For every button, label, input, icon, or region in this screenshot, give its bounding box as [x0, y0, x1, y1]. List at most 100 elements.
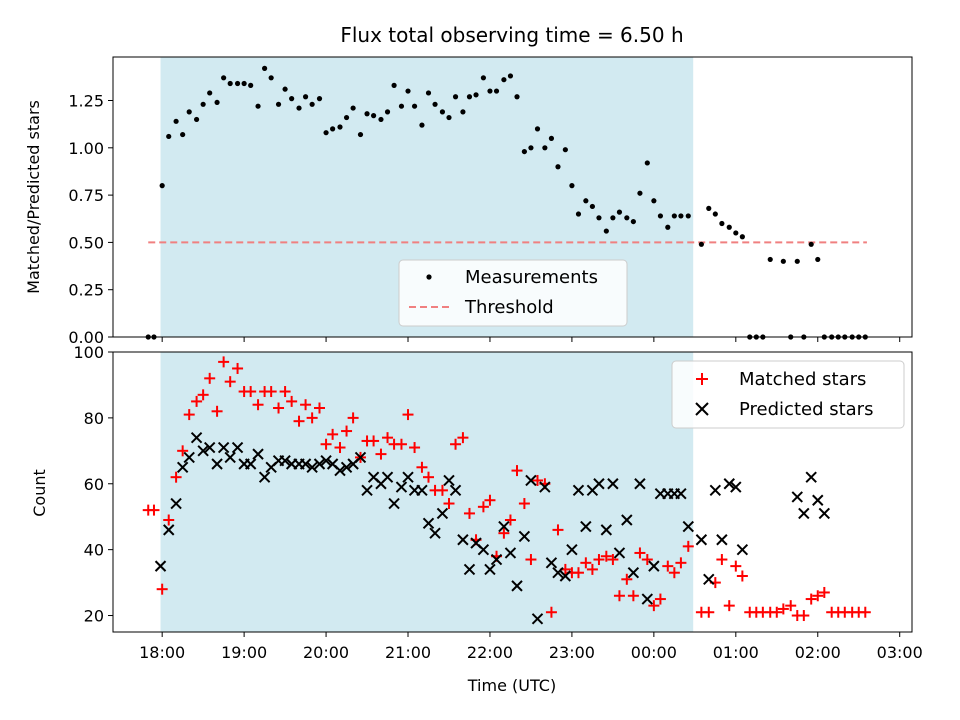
matched-star-point: [183, 409, 195, 421]
predicted-star-point: [429, 527, 441, 539]
measurement-point: [534, 126, 541, 132]
matched-star-point: [375, 448, 387, 460]
measurement-point: [166, 133, 172, 140]
predicted-star-point: [709, 484, 722, 497]
x-tick-label: 03:00: [877, 643, 923, 662]
predicted-star-point: [252, 448, 264, 460]
predicted-star-point: [388, 497, 400, 510]
measurement-point: [501, 77, 507, 83]
matched-star-point: [232, 362, 244, 374]
predicted-star-point: [224, 451, 236, 464]
measurement-point: [630, 218, 636, 225]
measurement-point: [521, 148, 527, 155]
matched-star-point: [648, 600, 660, 612]
predicted-star-point: [695, 534, 708, 546]
measurement-point: [241, 80, 247, 87]
count-y-tick-label: 40: [84, 541, 104, 560]
predicted-star-point: [340, 461, 353, 474]
measurement-point: [248, 82, 254, 88]
measurement-point: [616, 209, 623, 215]
predicted-star-point: [381, 471, 394, 483]
matched-star-point: [457, 432, 469, 444]
matched-star-point: [641, 554, 653, 566]
matched-star-point: [416, 461, 428, 473]
predicted-star-point: [703, 573, 715, 586]
matched-star-point: [586, 563, 598, 575]
measurement-point: [637, 190, 643, 196]
measurement-point: [350, 105, 356, 111]
matched-star-point: [286, 395, 298, 407]
predicted-star-point: [190, 431, 203, 444]
matched-star-point: [293, 415, 305, 427]
legend-predicted-marker: [695, 402, 709, 416]
measurement-point: [651, 198, 657, 204]
predicted-star-point: [170, 497, 182, 510]
count-legend-box: [671, 360, 905, 429]
measurement-point: [719, 220, 725, 227]
predicted-star-point: [716, 534, 728, 546]
ratio-y-tick-label: 0.00: [68, 328, 104, 347]
predicted-star-point: [395, 481, 408, 493]
matched-star-point: [211, 405, 223, 417]
measurement-point: [452, 94, 459, 100]
measurement-point: [425, 90, 432, 96]
measurement-point: [364, 111, 370, 117]
predicted-star-point: [580, 520, 592, 533]
x-tick-label: 20:00: [303, 643, 349, 662]
matched-star-point: [531, 474, 543, 486]
predicted-star-point: [559, 570, 572, 582]
ratio-x-ticks: [161, 337, 901, 342]
predicted-star-point: [621, 514, 633, 526]
predicted-star-point: [675, 487, 687, 500]
measurement-point: [439, 109, 446, 115]
measurement-point: [255, 103, 261, 109]
x-tick-label: 18:00: [139, 643, 185, 662]
matched-star-point: [409, 442, 421, 454]
measurement-point: [384, 109, 391, 115]
matched-star-point: [777, 603, 789, 615]
measurement-point: [221, 75, 227, 81]
count-axes-frame: [112, 351, 913, 633]
predicted-star-point: [203, 441, 216, 454]
measurement-point: [610, 215, 616, 221]
matched-star-point: [634, 547, 646, 559]
measurement-point: [528, 145, 534, 151]
matched-star-point: [279, 386, 291, 398]
measurement-point: [808, 241, 814, 247]
measurement-point: [603, 228, 609, 234]
predicted-star-point: [607, 478, 619, 490]
predicted-star-point: [416, 484, 428, 497]
x-tick-label: 02:00: [795, 643, 841, 662]
predicted-star-point: [183, 451, 195, 464]
predicted-star-point: [463, 563, 476, 576]
measurement-point: [466, 94, 473, 100]
matched-star-point: [245, 386, 257, 398]
predicted-star-point: [490, 553, 503, 566]
predicted-star-point: [320, 454, 332, 467]
matched-star-point: [320, 438, 332, 450]
matched-star-point: [613, 590, 625, 602]
x-tick-label: 00:00: [631, 643, 677, 662]
count-y-axis-label: Count: [30, 469, 49, 517]
matched-star-point: [607, 554, 619, 566]
predicted-star-point: [572, 484, 585, 497]
matched-star-point: [662, 560, 674, 572]
predicted-star-point: [566, 543, 578, 556]
predicted-star-point: [641, 593, 654, 605]
measurement-point: [548, 135, 555, 141]
matched-star-point: [156, 583, 168, 595]
matched-star-point: [511, 465, 523, 477]
predicted-star-point: [231, 441, 244, 454]
matched-star-point: [812, 590, 824, 602]
matched-star-point: [191, 395, 203, 407]
measurement-point: [330, 126, 336, 132]
matched-star-point: [314, 402, 326, 414]
matched-star-point: [654, 593, 666, 605]
measurement-point: [678, 213, 684, 219]
measurement-point: [207, 90, 213, 96]
ratio-axes-frame: [112, 56, 913, 338]
x-tick-label: 22:00: [467, 643, 513, 662]
count-y-tick-label: 20: [84, 607, 104, 626]
matched-star-point: [273, 402, 285, 414]
matched-star-point: [552, 524, 564, 536]
